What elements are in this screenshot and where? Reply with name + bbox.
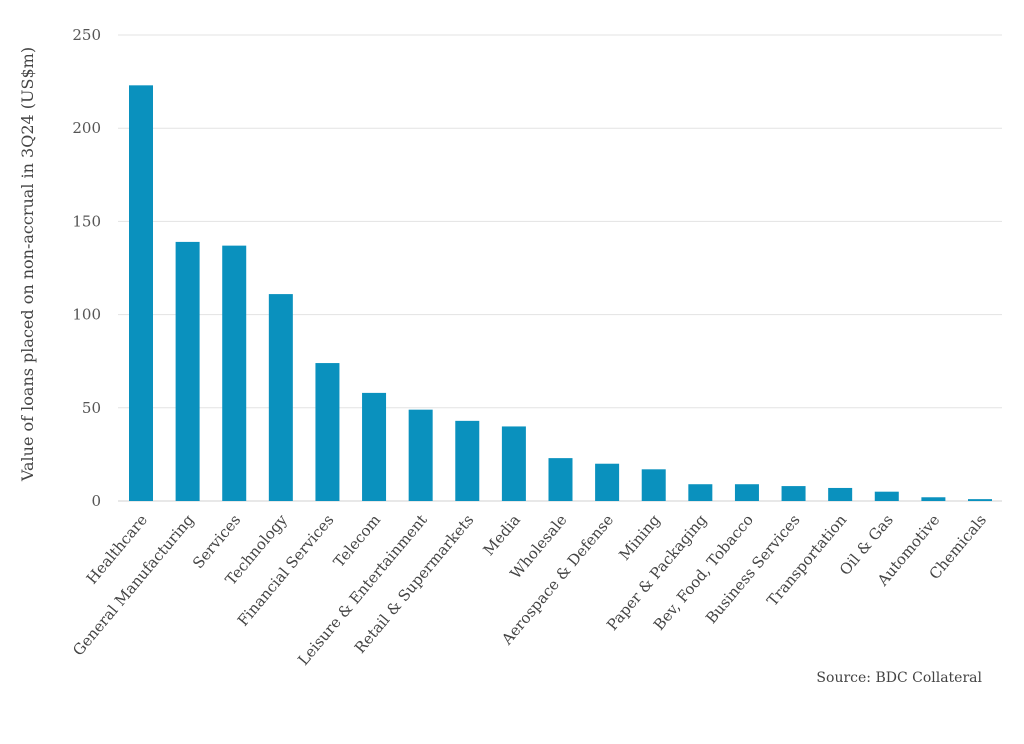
y-tick-label: 250	[72, 26, 101, 44]
bar	[129, 85, 153, 501]
bar	[595, 463, 620, 501]
bar	[501, 426, 526, 501]
y-tick-label: 200	[72, 119, 101, 137]
y-tick-label: 100	[72, 306, 101, 324]
bar	[734, 484, 759, 501]
bar	[781, 486, 806, 501]
bar	[641, 469, 666, 501]
bar	[408, 409, 433, 501]
bar	[921, 497, 946, 501]
bar	[874, 491, 899, 501]
y-tick-label: 50	[82, 399, 101, 417]
bar	[548, 458, 573, 501]
y-tick-label: 0	[91, 492, 101, 510]
bar	[268, 294, 293, 501]
y-axis-label: Value of loans placed on non-accrual in …	[18, 47, 37, 482]
bar	[828, 487, 853, 501]
y-tick-label: 150	[72, 212, 101, 230]
x-tick-label: Mining	[615, 511, 664, 564]
x-tick-label: Media	[480, 511, 524, 559]
bar	[968, 499, 992, 501]
bar	[315, 363, 340, 501]
bar	[455, 420, 480, 501]
y-axis-ticks: 0 50 100 150 200 250	[72, 26, 101, 510]
bars	[129, 85, 992, 502]
bar	[688, 484, 713, 501]
bar	[175, 241, 200, 502]
bar	[222, 245, 247, 501]
bar	[362, 392, 387, 501]
source-note: Source: BDC Collateral	[816, 670, 982, 686]
gridlines	[118, 34, 1002, 502]
